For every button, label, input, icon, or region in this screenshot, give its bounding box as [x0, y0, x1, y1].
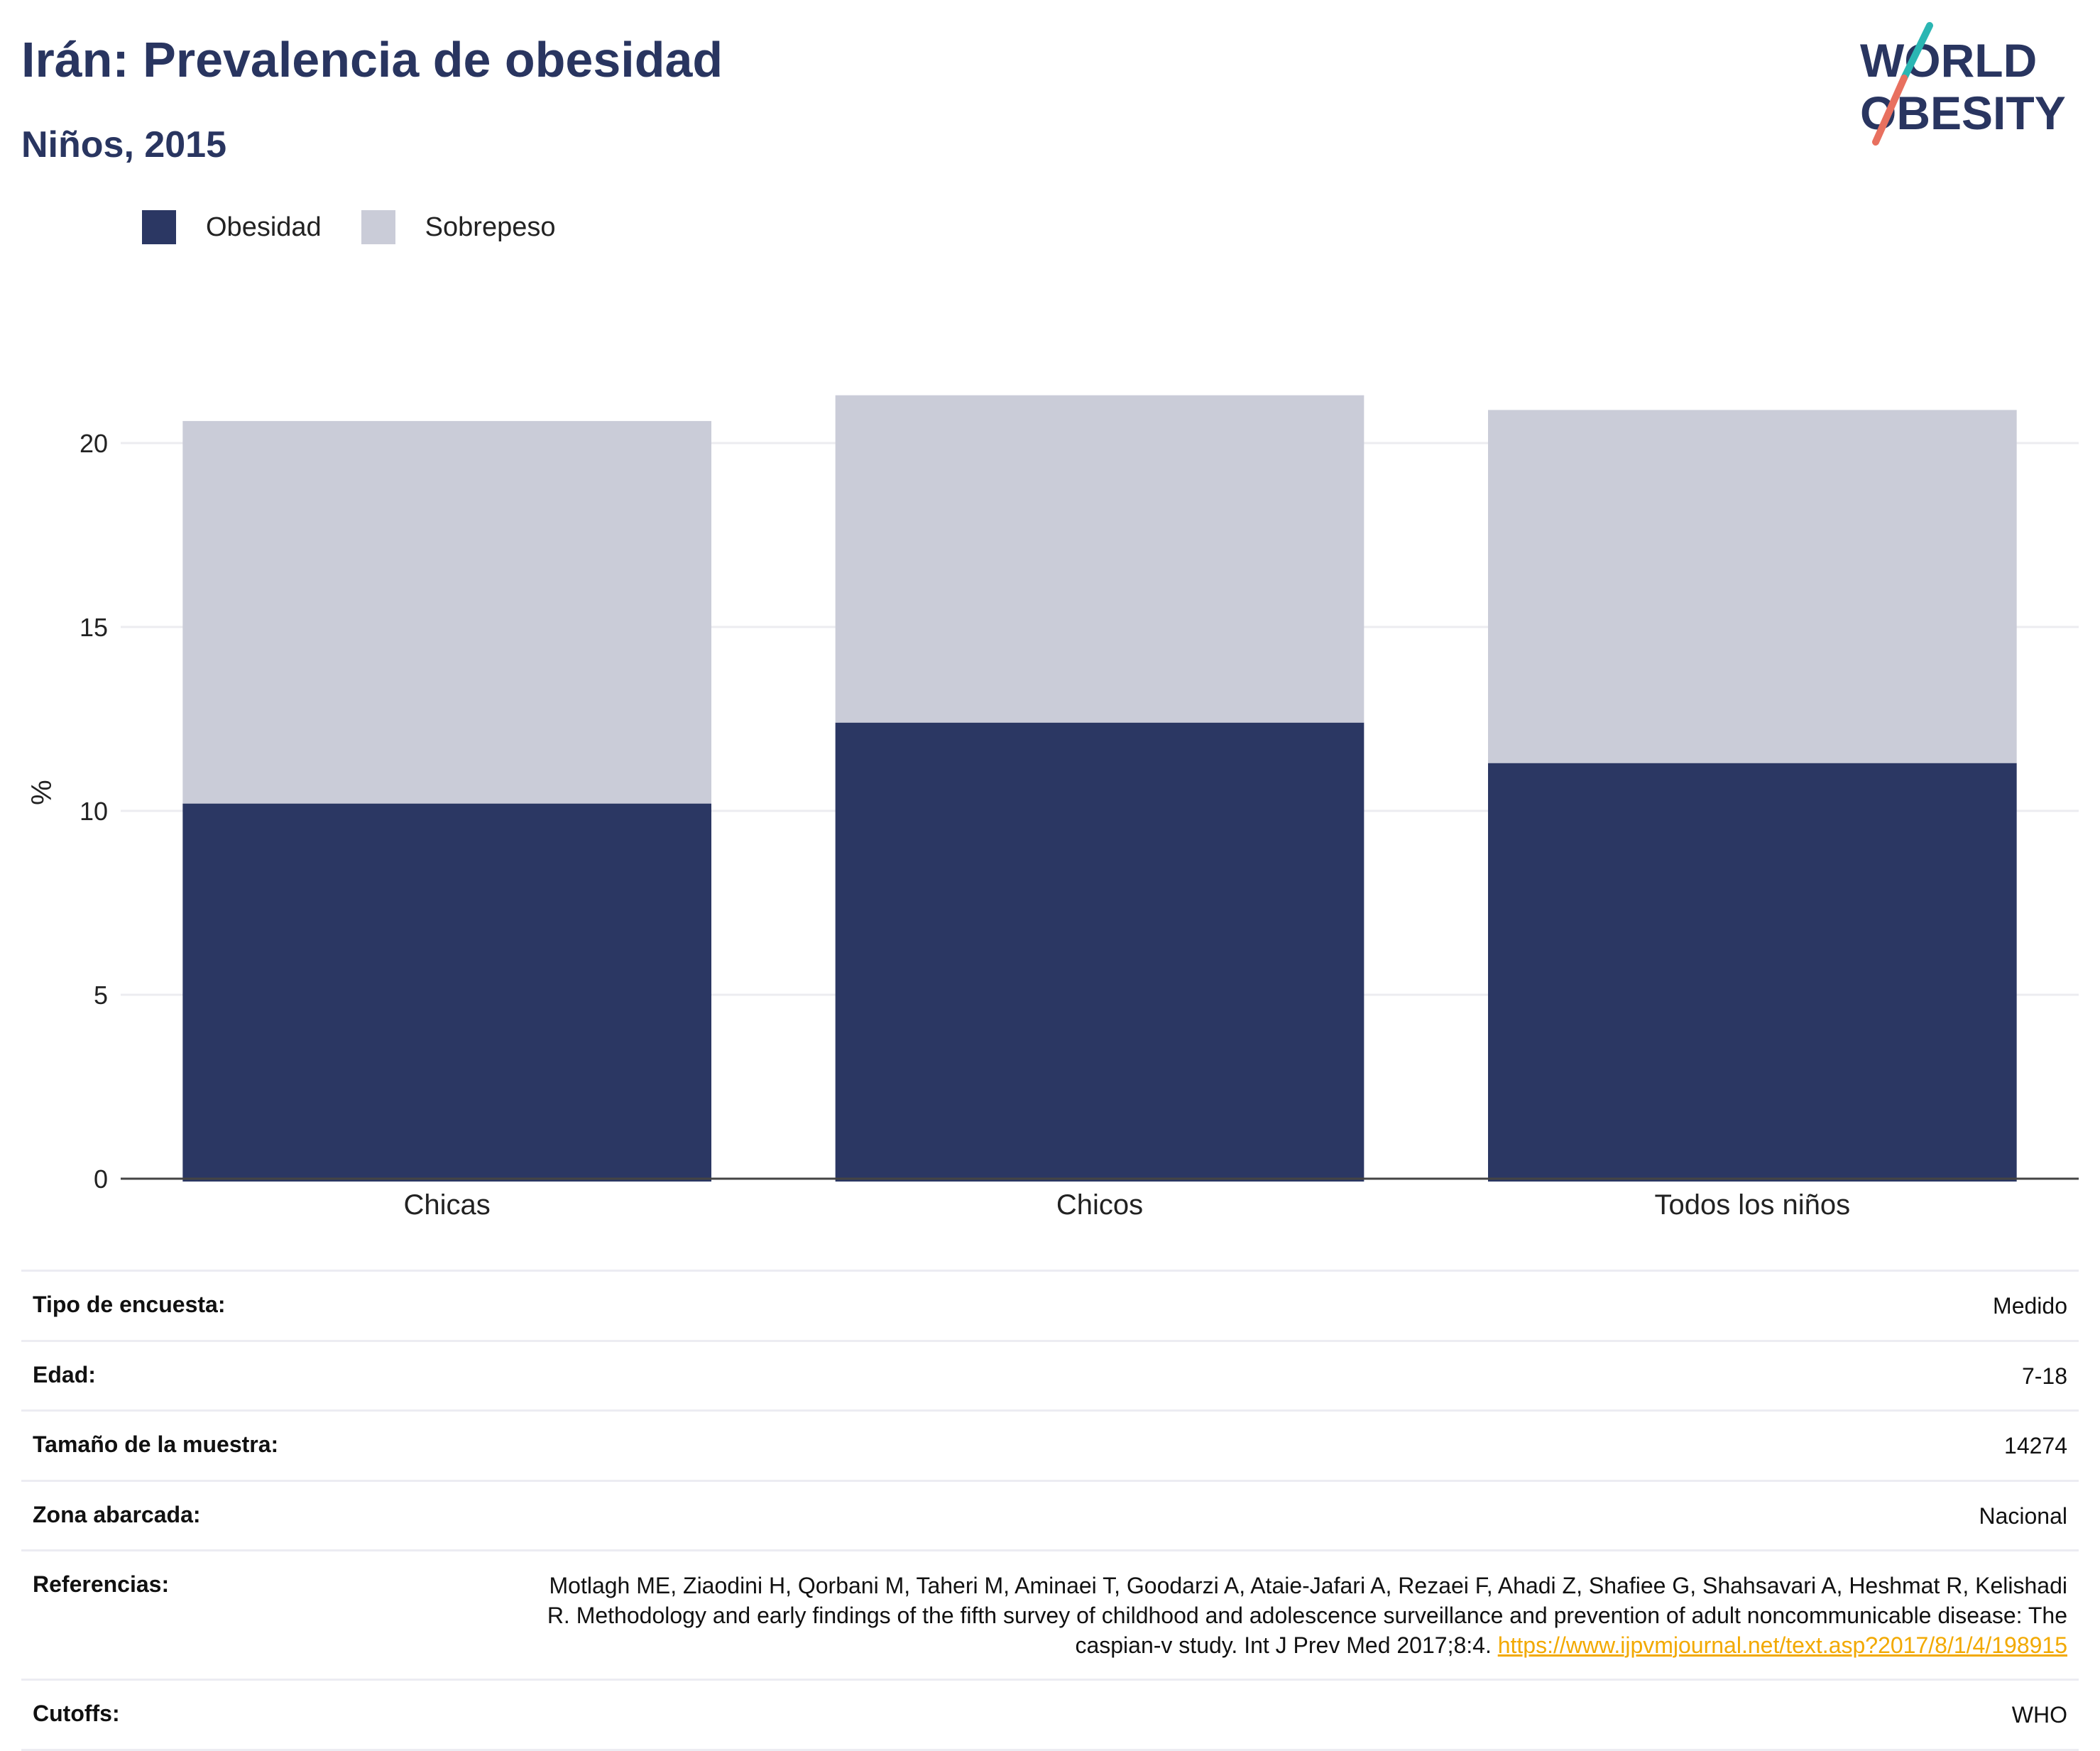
reference-link[interactable]: https://www.ijpvmjournal.net/text.asp?20…: [1497, 1632, 2067, 1658]
references-value: Motlagh ME, Ziaodini H, Qorbani M, Taher…: [541, 1571, 2067, 1660]
info-label: Tipo de encuesta:: [33, 1292, 226, 1317]
bar-overweight: [835, 395, 1365, 723]
stacked-bar-chart: 0 5 10 15 20% Chicas Chicos Todos los niños: [26, 395, 2079, 1221]
info-label: Tamaño de la muestra:: [33, 1431, 279, 1458]
legend-swatch-overweight: [361, 210, 395, 244]
info-value: Nacional: [1979, 1502, 2067, 1529]
chart-title: Irán: Prevalencia de obesidad: [21, 32, 723, 87]
x-tick-label: Chicos: [1056, 1189, 1143, 1221]
y-axis-label: %: [26, 780, 58, 805]
x-tick-label: Chicas: [404, 1189, 491, 1221]
info-label: Cutoffs:: [33, 1701, 120, 1727]
y-tick-label: 20: [80, 429, 108, 458]
legend-label-overweight: Sobrepeso: [425, 212, 556, 242]
info-label: Edad:: [33, 1361, 96, 1387]
y-tick-label: 10: [80, 797, 108, 826]
info-value: Medido: [1993, 1293, 2067, 1319]
legend-label-obesity: Obesidad: [206, 212, 322, 242]
info-row-age: Edad: 7-18: [21, 1339, 2079, 1410]
info-value: 7-18: [2021, 1363, 2067, 1389]
bar-overweight: [1488, 410, 2017, 763]
world-obesity-logo: WORLD OBESITY: [1860, 22, 2066, 146]
info-row-area: Zona abarcada: Nacional: [21, 1479, 2079, 1550]
legend-item-obesity[interactable]: Obesidad: [142, 210, 322, 244]
legend-item-overweight[interactable]: Sobrepeso: [361, 210, 556, 244]
info-label: Zona abarcada:: [33, 1501, 201, 1527]
references-text: Motlagh ME, Ziaodini H, Qorbani M, Taher…: [547, 1573, 2067, 1658]
y-tick-label: 15: [80, 613, 108, 642]
survey-info-table: Tipo de encuesta: Medido Edad: 7-18 Tama…: [21, 1270, 2079, 1751]
info-row-references: Referencias: Motlagh ME, Ziaodini H, Qor…: [21, 1549, 2079, 1679]
chart-legend: Obesidad Sobrepeso: [142, 210, 595, 244]
info-row-survey-type: Tipo de encuesta: Medido: [21, 1270, 2079, 1340]
bar-obesity: [1488, 763, 2017, 1182]
info-row-cutoffs: Cutoffs: WHO: [21, 1679, 2079, 1751]
info-label: Referencias:: [33, 1571, 170, 1598]
info-value: WHO: [2011, 1702, 2067, 1728]
x-tick-label: Todos los niños: [1654, 1189, 1850, 1221]
bar-overweight: [182, 420, 711, 804]
info-row-sample-size: Tamaño de la muestra: 14274: [21, 1409, 2079, 1480]
legend-swatch-obesity: [142, 210, 176, 244]
chart-subtitle: Niños, 2015: [21, 124, 227, 165]
y-tick-label: 0: [94, 1164, 108, 1194]
bar-obesity: [835, 722, 1365, 1182]
y-tick-label: 5: [94, 981, 108, 1010]
svg-text:WORLD: WORLD: [1860, 34, 2037, 87]
bar-obesity: [182, 803, 711, 1182]
info-value: 14274: [2004, 1433, 2067, 1459]
